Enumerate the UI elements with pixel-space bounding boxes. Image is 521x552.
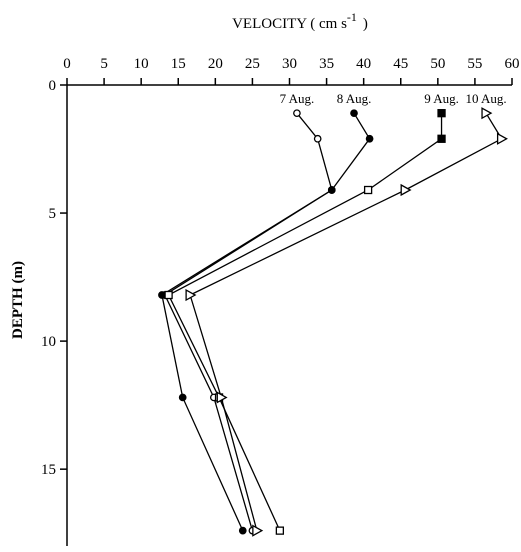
x-tick-label: 50 (430, 56, 445, 72)
series-line (167, 113, 443, 531)
x-label-main: VELOCITY ( cm s (232, 16, 347, 32)
x-label-end: ) (363, 16, 368, 32)
x-tick-label: 25 (245, 56, 260, 72)
x-tick-label: 35 (319, 56, 334, 72)
y-tick-label: 5 (49, 206, 57, 222)
point (437, 109, 446, 118)
x-tick-label: 10 (134, 56, 149, 72)
x-tick-label: 60 (505, 56, 520, 72)
point (481, 107, 493, 120)
series-line (164, 112, 333, 531)
point (437, 134, 446, 143)
point (178, 393, 187, 402)
point (496, 132, 508, 145)
x-tick-label: 55 (467, 56, 482, 72)
point (400, 183, 412, 197)
x-tick-label: 20 (208, 56, 223, 72)
series-label: 9 Aug. (424, 91, 459, 106)
x-axis-label: VELOCITY ( cm s-1) (232, 10, 368, 32)
point (185, 288, 197, 302)
x-tick-label: 30 (282, 56, 297, 72)
point (293, 109, 301, 118)
point (327, 186, 336, 194)
x-tick-label: 40 (356, 56, 371, 72)
point (238, 526, 247, 535)
x-tick-label: 15 (171, 56, 186, 72)
x-tick-label: 5 (100, 56, 108, 72)
y-tick-label: 15 (41, 462, 56, 478)
series-label: 10 Aug. (465, 91, 506, 106)
point (363, 185, 373, 195)
point (365, 134, 374, 143)
x-label-sup: -1 (347, 10, 357, 24)
point (275, 526, 285, 535)
point (216, 391, 228, 404)
y-tick-label: 0 (49, 78, 57, 94)
point (252, 524, 264, 537)
series-label: 8 Aug. (337, 91, 372, 106)
point (158, 291, 166, 299)
y-axis-label: DEPTH (m) (10, 261, 26, 339)
series-line (189, 112, 503, 531)
point (313, 134, 322, 143)
series-label: 7 Aug. (280, 91, 315, 106)
y-tick-label: 10 (41, 334, 56, 350)
point (350, 109, 358, 118)
series-line (161, 112, 371, 531)
x-tick-label: 0 (63, 56, 71, 72)
point (164, 290, 173, 300)
x-tick-label: 45 (393, 56, 408, 72)
